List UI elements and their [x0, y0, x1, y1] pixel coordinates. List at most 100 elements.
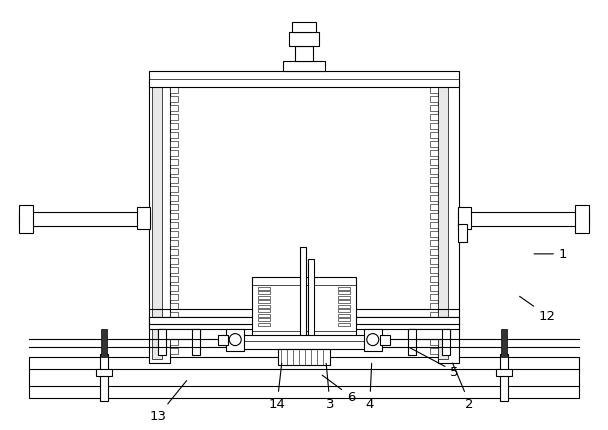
Text: 2: 2 [452, 363, 474, 410]
Bar [289, 33, 319, 46]
Circle shape [229, 334, 241, 346]
Bar [430, 151, 438, 157]
Bar [170, 303, 178, 309]
Bar [496, 369, 513, 377]
Bar [258, 323, 270, 326]
Bar [430, 133, 438, 139]
Bar [441, 329, 449, 355]
Bar [430, 267, 438, 273]
Bar [29, 357, 579, 399]
Bar [192, 329, 200, 355]
Bar [170, 178, 178, 184]
Bar [338, 319, 350, 321]
Bar [430, 249, 438, 255]
Text: 13: 13 [150, 381, 187, 422]
Bar [430, 285, 438, 291]
Bar [500, 354, 508, 402]
Bar [170, 231, 178, 237]
Bar [258, 296, 270, 299]
Bar [170, 276, 178, 282]
Bar [457, 212, 589, 227]
Bar [170, 169, 178, 175]
Bar [170, 106, 178, 112]
Bar [101, 329, 106, 357]
Bar [430, 97, 438, 103]
Bar [338, 292, 350, 295]
Bar [408, 329, 449, 339]
Bar [430, 231, 438, 237]
Bar [170, 312, 178, 318]
Bar [430, 258, 438, 264]
Bar [338, 287, 350, 290]
Bar [170, 240, 178, 246]
Bar [258, 314, 270, 317]
Bar [100, 354, 108, 402]
Bar [170, 187, 178, 193]
Bar [153, 86, 162, 359]
Bar [148, 82, 170, 362]
Bar [338, 305, 350, 308]
Bar [95, 369, 112, 377]
Bar [430, 294, 438, 300]
Bar [430, 348, 438, 354]
Bar [170, 133, 178, 139]
Bar [438, 86, 447, 359]
Bar [457, 224, 468, 243]
Bar [170, 142, 178, 148]
Bar [430, 106, 438, 112]
Bar [430, 187, 438, 193]
Bar [170, 258, 178, 264]
Bar [300, 247, 306, 339]
Bar [170, 97, 178, 103]
Bar [430, 214, 438, 219]
Bar [575, 206, 589, 233]
Bar [295, 46, 313, 62]
Bar [148, 72, 460, 88]
Bar [430, 115, 438, 121]
Bar [364, 329, 382, 351]
Text: 4: 4 [365, 363, 374, 410]
Bar [283, 62, 325, 72]
Bar [170, 321, 178, 327]
Bar [170, 115, 178, 121]
Bar [258, 310, 270, 313]
Bar [19, 212, 151, 227]
Bar [430, 321, 438, 327]
Bar [430, 169, 438, 175]
Bar [252, 277, 356, 339]
Bar [258, 292, 270, 295]
Bar [338, 301, 350, 304]
Bar [148, 317, 460, 329]
Bar [170, 348, 178, 354]
Bar [308, 259, 314, 339]
Bar [438, 82, 460, 362]
Text: 14: 14 [269, 363, 286, 410]
Bar [159, 329, 200, 339]
Bar [292, 22, 316, 33]
Bar [170, 205, 178, 211]
Bar [338, 296, 350, 299]
Bar [170, 196, 178, 202]
Text: 3: 3 [326, 363, 334, 410]
Text: 6: 6 [322, 375, 355, 403]
Bar [137, 208, 151, 230]
Bar [430, 303, 438, 309]
Bar [170, 160, 178, 166]
Bar [258, 301, 270, 304]
Bar [170, 88, 178, 94]
Bar [170, 222, 178, 228]
Bar [502, 329, 507, 357]
Bar [170, 285, 178, 291]
Circle shape [367, 334, 379, 346]
Bar [430, 196, 438, 202]
Bar [457, 208, 471, 230]
Bar [430, 312, 438, 318]
Bar [159, 329, 167, 355]
Bar [430, 339, 438, 345]
Bar [170, 151, 178, 157]
Bar [408, 329, 416, 355]
Bar [430, 178, 438, 184]
Bar [430, 124, 438, 130]
Bar [430, 205, 438, 211]
Bar [258, 287, 270, 290]
